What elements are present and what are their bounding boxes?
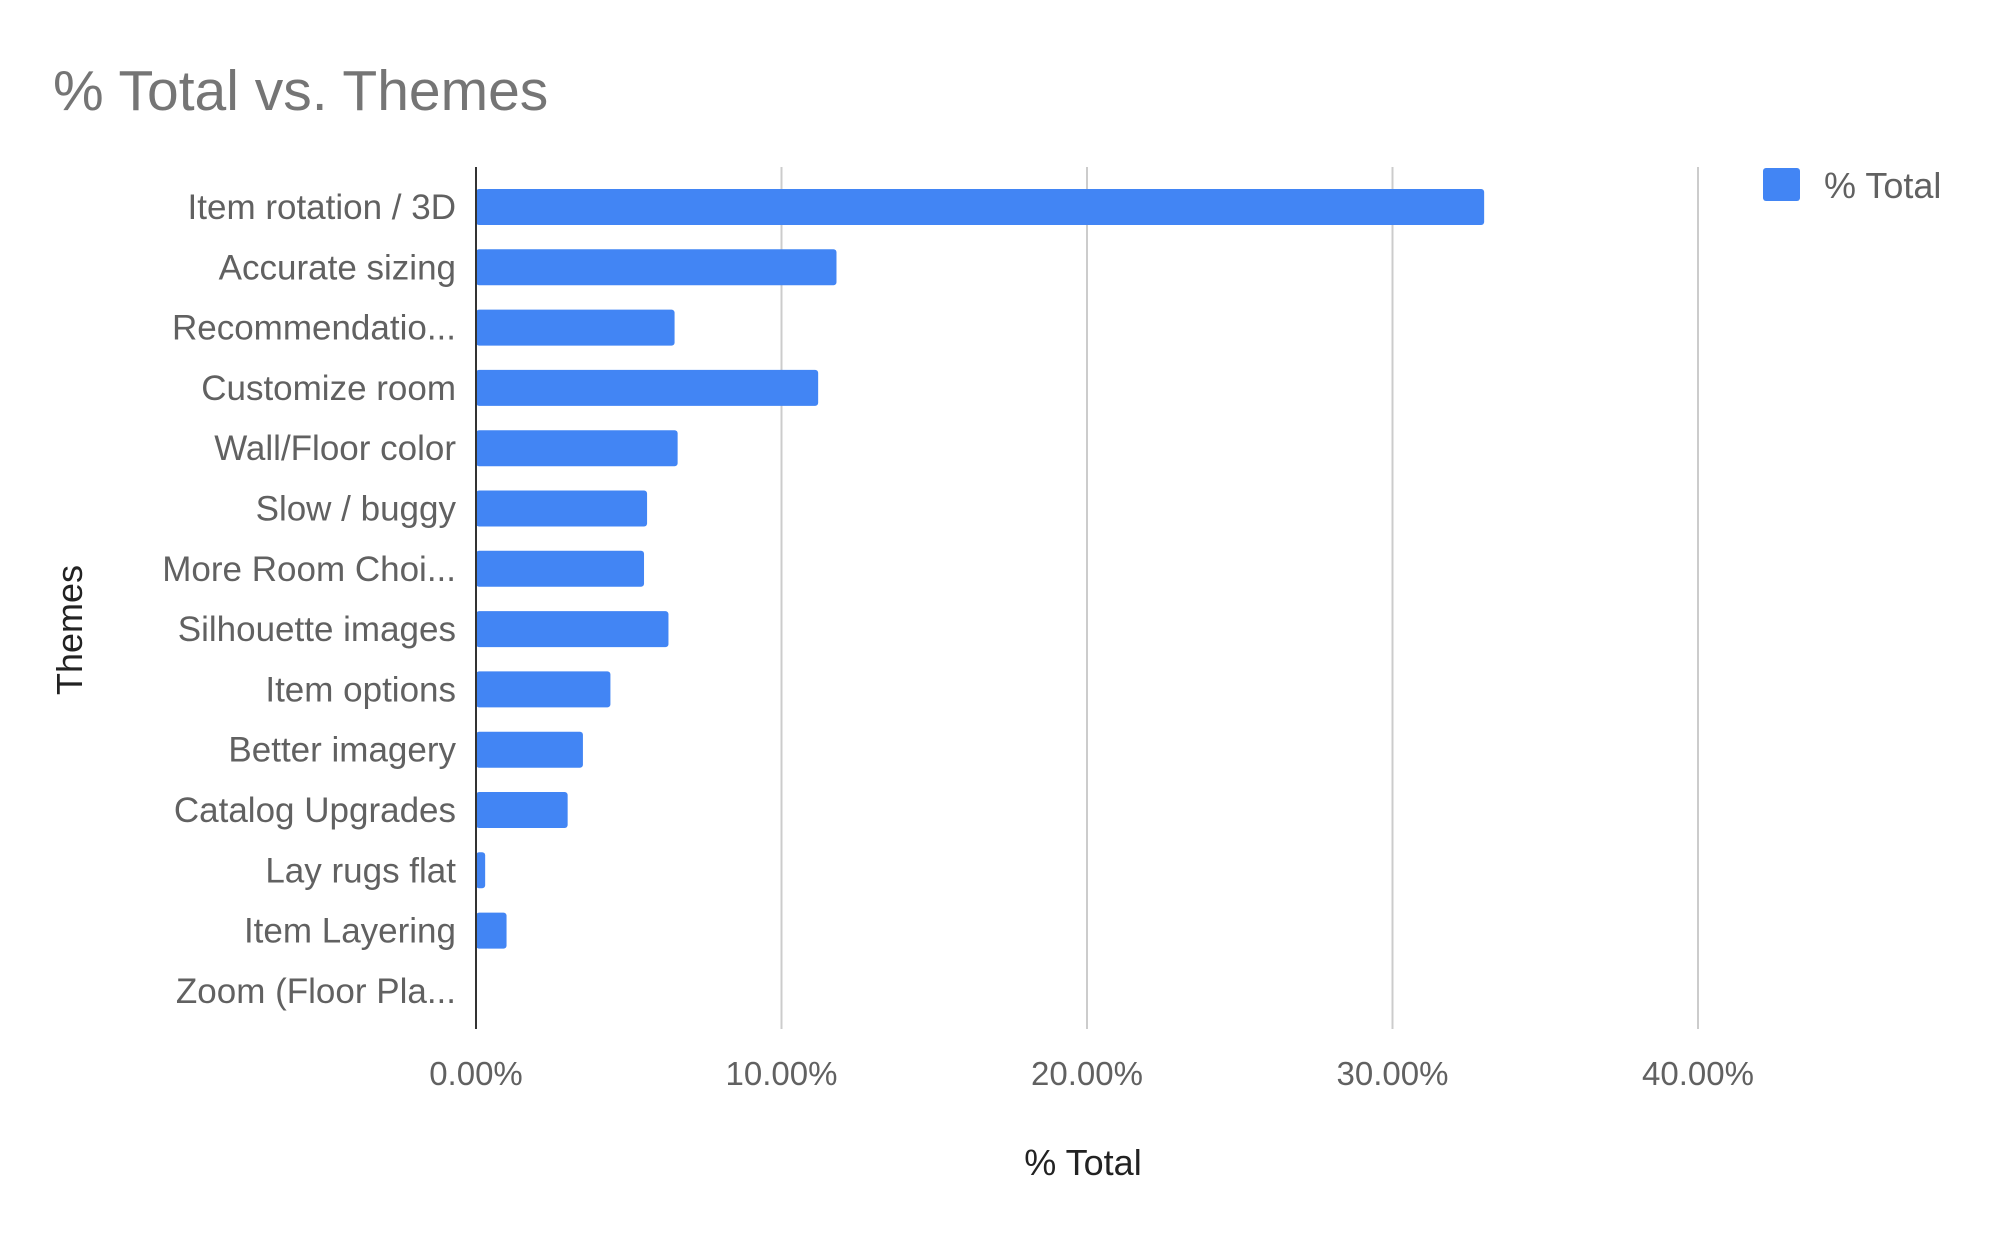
bar [476,671,611,708]
x-axis-label: % Total [1024,1142,1141,1183]
x-tick-label: 30.00% [1337,1055,1449,1092]
legend-swatch [1763,168,1800,201]
category-label: Item options [265,670,456,709]
category-label: Lay rugs flat [265,851,456,890]
bar [476,189,1485,225]
gridlines [780,167,1699,1029]
category-label: Wall/Floor color [214,429,456,468]
bar [476,912,507,949]
x-tick-label: 40.00% [1642,1055,1754,1092]
bars [476,189,1485,949]
x-tick-label: 20.00% [1031,1055,1143,1092]
legend: % Total [1763,165,1941,206]
category-label: More Room Choi... [162,550,456,589]
bar [476,550,645,587]
category-label: Customize room [201,369,456,408]
category-label: Zoom (Floor Pla... [176,972,456,1011]
category-labels: Item rotation / 3D Accurate sizing Recomme… [162,188,456,1011]
bar [476,611,669,648]
category-label: Item rotation / 3D [188,188,456,227]
bar [476,731,583,768]
bar [476,792,568,828]
legend-label: % Total [1824,165,1941,206]
category-label: Item Layering [244,912,456,951]
category-label: Slow / buggy [256,490,457,529]
bar [476,249,837,286]
category-label: Better imagery [228,731,456,770]
bar [476,852,486,889]
category-label: Recommendatio... [172,309,456,348]
category-label: Catalog Upgrades [174,791,456,830]
bar [476,369,819,406]
x-tick-label: 0.00% [429,1055,523,1092]
bar [476,430,678,467]
chart-title: % Total vs. Themes [53,59,548,123]
x-tick-label: 10.00% [726,1055,838,1092]
category-label: Silhouette images [178,610,456,649]
category-label: Accurate sizing [219,248,456,287]
bar [476,490,648,527]
bar [476,309,675,346]
x-tick-labels: 0.00% 10.00% 20.00% 30.00% 40.00% [429,1055,1754,1092]
y-axis-label: Themes [49,565,90,695]
